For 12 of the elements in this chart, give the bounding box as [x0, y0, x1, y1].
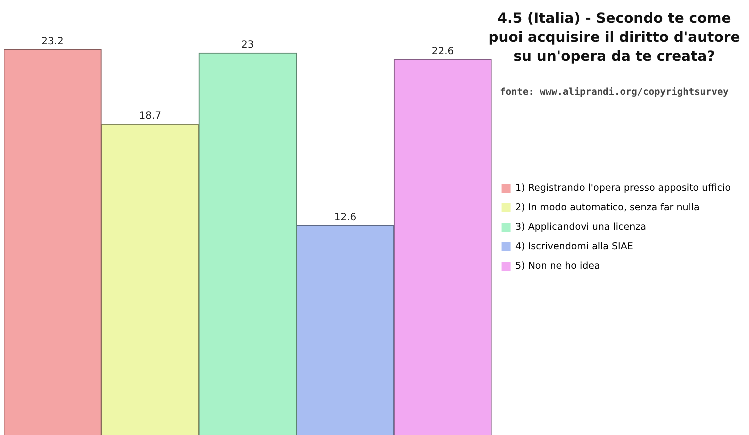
annotation: fonte: www.aliprandi.org/copyrightsurvey [499, 87, 730, 98]
data-label: 23.2 [42, 36, 64, 48]
data-label: 18.7 [139, 111, 162, 122]
legend-label: 2) In modo automatico, senza far nulla [516, 202, 700, 214]
legend-label: 1) Registrando l'opera presso apposito ufficio [516, 182, 732, 194]
chart-title: 4.5 (Italia) - Secondo te come puoi acquisire il diritto d'autore su un'opera da te creata? [488, 10, 742, 67]
legend-label: 5) Non ne ho idea [516, 260, 600, 272]
data-label: 22.6 [432, 46, 454, 58]
data-label: 23 [242, 40, 254, 51]
legend-label: 3) Applicandovi una licenza [516, 222, 646, 233]
data-label: 12.6 [334, 212, 357, 224]
legend-label: 4) Iscrivendomi alla SIAE [516, 241, 634, 252]
